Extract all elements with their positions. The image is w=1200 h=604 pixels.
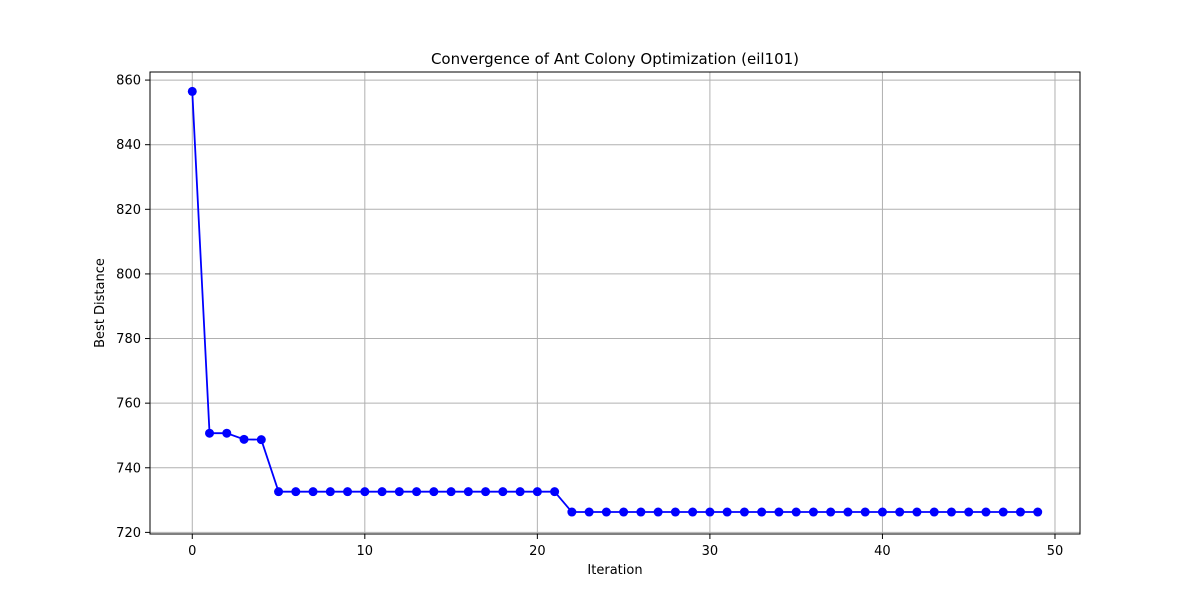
data-point bbox=[325, 487, 335, 497]
data-point bbox=[205, 428, 215, 438]
data-point bbox=[739, 507, 749, 517]
x-tick-label: 0 bbox=[188, 544, 196, 559]
data-point bbox=[636, 507, 646, 517]
data-point bbox=[481, 487, 491, 497]
y-tick-label: 860 bbox=[116, 74, 141, 89]
data-point bbox=[222, 428, 232, 438]
data-point bbox=[722, 507, 732, 517]
data-point bbox=[981, 507, 991, 517]
data-point bbox=[394, 487, 404, 497]
data-point bbox=[584, 507, 594, 517]
y-axis-label: Best Distance bbox=[93, 258, 108, 348]
data-point bbox=[1015, 507, 1025, 517]
data-point bbox=[946, 507, 956, 517]
data-point bbox=[515, 487, 525, 497]
x-tick-label: 20 bbox=[529, 544, 546, 559]
x-tick-label: 10 bbox=[357, 544, 374, 559]
chart-title: Convergence of Ant Colony Optimization (… bbox=[431, 50, 799, 68]
x-tick-label: 40 bbox=[874, 544, 891, 559]
data-point bbox=[567, 507, 577, 517]
data-point bbox=[757, 507, 767, 517]
data-point bbox=[532, 487, 542, 497]
y-tick-label: 720 bbox=[116, 526, 141, 541]
data-point bbox=[343, 487, 353, 497]
data-point bbox=[860, 507, 870, 517]
data-point bbox=[964, 507, 974, 517]
data-point bbox=[274, 487, 284, 497]
data-point bbox=[463, 487, 473, 497]
data-point bbox=[187, 86, 197, 96]
data-point bbox=[429, 487, 439, 497]
x-axis-label: Iteration bbox=[587, 563, 642, 578]
data-point bbox=[998, 507, 1008, 517]
data-point bbox=[256, 435, 266, 445]
y-tick-label: 800 bbox=[116, 267, 141, 282]
data-point bbox=[308, 487, 318, 497]
y-tick-label: 820 bbox=[116, 203, 141, 218]
data-point bbox=[843, 507, 853, 517]
data-point bbox=[360, 487, 370, 497]
data-point bbox=[446, 487, 456, 497]
data-point bbox=[239, 434, 249, 444]
data-point bbox=[653, 507, 663, 517]
data-point bbox=[912, 507, 922, 517]
data-point bbox=[895, 507, 905, 517]
data-point bbox=[688, 507, 698, 517]
data-point bbox=[1033, 507, 1043, 517]
data-point bbox=[377, 487, 387, 497]
data-point bbox=[670, 507, 680, 517]
grid-lines bbox=[150, 72, 1080, 534]
data-point bbox=[291, 487, 301, 497]
data-point bbox=[808, 507, 818, 517]
data-point bbox=[412, 487, 422, 497]
y-tick-label: 740 bbox=[116, 461, 141, 476]
axis-ticks: 0 10 20 30 40 50 720 740 760 780 800 820 840 860 bbox=[116, 74, 1063, 559]
plot-area-frame bbox=[149, 71, 1081, 535]
x-tick-label: 30 bbox=[702, 544, 719, 559]
data-point bbox=[550, 487, 560, 497]
data-series bbox=[187, 86, 1043, 517]
data-point bbox=[774, 507, 784, 517]
data-point bbox=[826, 507, 836, 517]
data-point bbox=[601, 507, 611, 517]
y-tick-label: 760 bbox=[116, 397, 141, 412]
data-point bbox=[929, 507, 939, 517]
data-point bbox=[705, 507, 715, 517]
y-tick-label: 840 bbox=[116, 138, 141, 153]
data-point bbox=[619, 507, 629, 517]
x-tick-label: 50 bbox=[1047, 544, 1064, 559]
y-tick-label: 780 bbox=[116, 332, 141, 347]
data-point bbox=[498, 487, 508, 497]
data-point bbox=[877, 507, 887, 517]
data-point bbox=[791, 507, 801, 517]
